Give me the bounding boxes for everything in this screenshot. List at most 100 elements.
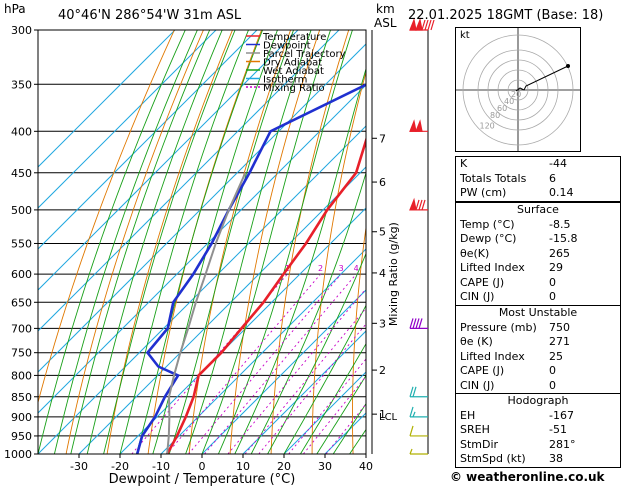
surface-value: 0	[549, 290, 556, 303]
mixing-ratio-line	[244, 307, 366, 454]
wet-adiabat-line	[38, 30, 186, 454]
wind-barb-flag	[427, 19, 432, 31]
hodograph-end-marker	[566, 64, 570, 68]
hodograph-ring	[477, 49, 559, 131]
wet-adiabat-line	[316, 374, 366, 454]
wet-adiabat-line	[201, 30, 331, 454]
hodograph-ring-label: 120	[480, 122, 495, 131]
wind-barb-flag	[412, 318, 417, 329]
mixing-ratio-line	[288, 358, 366, 454]
index-value: 0.14	[549, 186, 574, 199]
index-value: 6	[549, 171, 556, 185]
wind-barb-flag	[421, 199, 426, 211]
surface-label: Dewp (°C)	[460, 232, 517, 245]
hodo-value: -167	[549, 408, 574, 422]
wet-adiabat-line	[86, 30, 223, 454]
asl-axis-title: ASL	[374, 16, 397, 30]
surface-title: Surface	[517, 203, 559, 216]
wet-adiabat-line	[332, 402, 366, 454]
wet-adiabat-line	[70, 30, 211, 454]
wind-barb-flag	[412, 386, 417, 397]
x-axis-label: Dewpoint / Temperature (°C)	[109, 472, 296, 486]
hodo-value: -51	[549, 423, 567, 436]
mixing-ratio-line	[166, 273, 321, 454]
temperature-tick-label: -20	[111, 460, 129, 473]
wet-adiabat-line	[234, 67, 366, 454]
pressure-tick-label: 1000	[4, 448, 32, 461]
surface-label: θe(K)	[460, 246, 490, 260]
pressure-tick-label: 500	[11, 204, 32, 217]
wet-adiabat-line	[103, 30, 236, 454]
km-tick-label: 6	[379, 176, 386, 189]
wind-barb	[409, 425, 428, 437]
legend-label: Dry Adiabat	[263, 58, 322, 69]
hodograph-unit: kt	[460, 30, 470, 41]
hodograph-ring	[487, 59, 549, 121]
temperature-tick-label: -30	[70, 460, 88, 473]
dry-adiabat-line	[229, 30, 321, 454]
wind-barb-pennant	[409, 17, 417, 31]
hodograph-ring-label: 80	[490, 111, 500, 120]
hodo-value: 281°	[549, 437, 576, 451]
wet-adiabat-line	[267, 252, 366, 454]
wet-adiabat-line	[217, 30, 353, 454]
mu-label: CAPE (J)	[460, 364, 505, 377]
pressure-tick-label: 850	[11, 391, 32, 404]
surface-label: CIN (J)	[460, 290, 495, 303]
hodo-value: 38	[549, 452, 563, 465]
wind-barb-pennant	[415, 119, 423, 132]
wind-barb	[409, 119, 428, 132]
wind-barb-flag	[424, 19, 429, 31]
wind-barb-pennant	[409, 197, 417, 211]
mixing-ratio-label: 4	[354, 264, 359, 273]
pressure-tick-label: 650	[11, 296, 32, 309]
isotherm-line	[242, 330, 366, 454]
isotherm-line	[38, 30, 340, 332]
mu-value: 0	[549, 364, 556, 377]
legend-label: Isotherm	[263, 75, 307, 86]
wind-barb-flag	[415, 199, 420, 211]
hodograph-ring-label: 20	[511, 90, 521, 99]
wind-barb-pennant	[409, 119, 417, 132]
isotherm-line	[38, 30, 258, 250]
dry-adiabat-line	[106, 30, 233, 454]
surface-value: 29	[549, 261, 563, 274]
km-tick-label: 3	[379, 317, 386, 330]
index-value: -44	[549, 157, 567, 170]
isotherm-line	[38, 30, 217, 209]
mixing-ratio-line	[258, 323, 366, 454]
hodograph-table: Hodograph EH -167 SREH -51 StmDir 281° StmS…	[455, 393, 621, 468]
temperature-tick-label: -10	[152, 460, 170, 473]
hodo-label: StmDir	[460, 437, 499, 451]
mu-value: 25	[549, 349, 563, 363]
mixing-ratio-axis-label: Mixing Ratio (g/kg)	[387, 222, 400, 326]
mixing-ratio-line	[204, 273, 357, 454]
mixing-ratio-label: 16	[430, 264, 440, 273]
legend-label: Mixing Ratio	[263, 83, 325, 94]
mixing-ratio-line	[303, 375, 366, 454]
wet-adiabat-line	[53, 30, 198, 454]
isotherm-line	[160, 248, 366, 454]
km-tick-label: 7	[379, 132, 386, 145]
mixing-ratio-line	[325, 403, 366, 454]
isotherm-line	[78, 166, 366, 454]
wind-barb	[409, 386, 428, 398]
wind-barb-half	[409, 448, 413, 455]
isotherm-line	[38, 125, 366, 454]
mixing-ratio-label: 20	[444, 264, 454, 273]
mu-value: 750	[549, 320, 570, 334]
hodograph-panel: 20 40 60 80 120 kt	[455, 27, 581, 152]
legend-label: Temperature	[262, 32, 326, 43]
mu-label: θe (K)	[460, 335, 493, 348]
isotherm-line	[38, 43, 366, 373]
mixing-ratio-line	[188, 273, 342, 454]
isotherm-line	[201, 289, 366, 454]
hodograph-title: Hodograph	[507, 394, 569, 407]
pressure-tick-label: 450	[11, 167, 32, 180]
mu-value: 0	[549, 378, 556, 392]
series-line-temperature	[166, 136, 366, 454]
legend-label: Dewpoint	[263, 41, 311, 52]
surface-label: CAPE (J)	[460, 275, 505, 289]
